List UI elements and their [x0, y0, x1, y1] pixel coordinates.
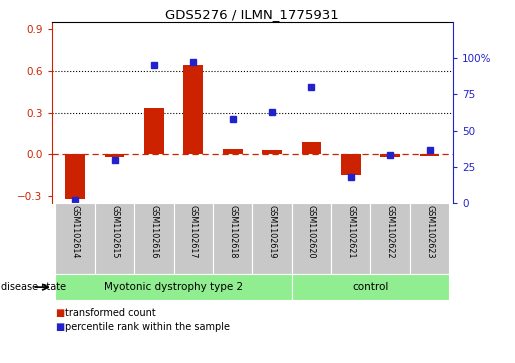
Bar — [183, 65, 203, 154]
Text: Myotonic dystrophy type 2: Myotonic dystrophy type 2 — [104, 282, 243, 292]
Text: disease state: disease state — [1, 282, 66, 292]
Bar — [381, 154, 400, 157]
Text: GSM1102615: GSM1102615 — [110, 205, 119, 258]
Text: transformed count: transformed count — [65, 308, 156, 318]
Text: GSM1102617: GSM1102617 — [189, 205, 198, 258]
Text: GSM1102622: GSM1102622 — [386, 205, 394, 258]
Bar — [105, 154, 124, 157]
Text: GSM1102623: GSM1102623 — [425, 205, 434, 258]
Bar — [302, 142, 321, 154]
Text: GSM1102619: GSM1102619 — [267, 205, 277, 258]
Text: control: control — [352, 282, 389, 292]
Text: percentile rank within the sample: percentile rank within the sample — [65, 322, 230, 333]
Text: ■: ■ — [56, 322, 65, 333]
Text: GSM1102616: GSM1102616 — [149, 205, 159, 258]
Bar — [420, 154, 439, 156]
Text: GSM1102618: GSM1102618 — [228, 205, 237, 258]
Bar — [65, 154, 85, 199]
Bar — [144, 108, 164, 154]
Text: ■: ■ — [56, 308, 65, 318]
Text: GSM1102621: GSM1102621 — [346, 205, 355, 258]
Bar — [341, 154, 360, 175]
Text: GSM1102620: GSM1102620 — [307, 205, 316, 258]
Title: GDS5276 / ILMN_1775931: GDS5276 / ILMN_1775931 — [165, 8, 339, 21]
Text: GSM1102614: GSM1102614 — [71, 205, 80, 258]
Bar — [262, 150, 282, 154]
Bar — [223, 149, 243, 154]
